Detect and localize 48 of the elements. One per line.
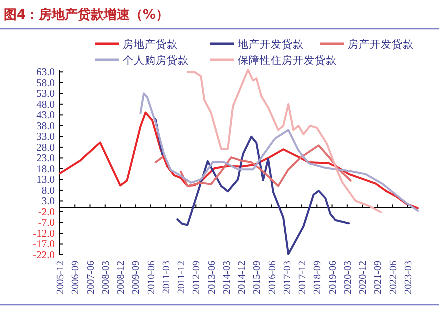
x-tick-label: 2011-03 [161,261,172,294]
x-tick-label: 2014-12 [237,261,248,294]
y-tick-label: 58.0 [36,78,55,90]
y-tick-label: 48.0 [36,100,55,111]
x-tick-label: 2014-03 [222,261,233,294]
x-tick-label: 2006-09 [70,261,82,294]
y-tick-label: 13.0 [36,175,55,186]
x-tick-label: 2008-12 [116,261,128,294]
x-tick-label: 2013-06 [206,261,218,294]
x-tick-label: 2021-09 [373,261,384,294]
chart-title: 图4：房地产贷款增速（%） [4,7,170,23]
legend-label: 地产开发贷款 [237,38,304,51]
x-tick-label: 2010-06 [146,261,158,294]
x-tick-label: 2020-12 [358,261,370,294]
y-tick-label: 43.0 [36,110,55,122]
y-tick-label: 8.0 [42,186,55,197]
y-tick-label: -7.0 [38,218,55,230]
x-tick-label: 2023-03 [403,261,414,294]
x-tick-label: 2005-12 [56,261,66,294]
x-tick-label: 2015-09 [252,261,264,294]
y-tick-label: -17.0 [33,240,55,251]
x-tick-label: 2007-06 [86,261,97,294]
y-tick-label: 28.0 [36,142,55,154]
x-tick-label: 2017-03 [282,261,294,294]
y-tick-label: 3.0 [42,196,55,208]
y-tick-label: -22.0 [33,250,55,262]
y-tick-label: 38.0 [36,121,55,132]
x-tick-label: 2011-12 [176,261,188,294]
x-tick-label: 2018-09 [312,261,324,294]
legend-label: 房地产贷款 [123,38,178,51]
x-tick-label: 2022-06 [388,261,400,294]
legend-label: 房产开发贷款 [348,38,414,51]
y-tick-label: -12.0 [33,228,55,240]
x-tick-label: 2009-09 [131,261,142,294]
y-tick-label: 53.0 [36,89,55,100]
x-tick-label: 2019-06 [328,261,339,294]
x-tick-label: 2016-06 [267,261,278,294]
y-tick-label: 33.0 [36,132,55,144]
legend-label: 个人购房贷款 [123,54,189,67]
y-tick-label: -2.0 [38,207,55,218]
x-tick-label: 2012-09 [192,261,203,294]
x-tick-label: 2017-12 [298,261,309,294]
y-tick-label: 63.0 [36,68,55,79]
y-tick-label: 18.0 [36,164,55,176]
y-tick-label: 23.0 [36,154,55,165]
legend-label: 保障性住房开发贷款 [238,54,337,67]
x-tick-label: 2008-03 [100,261,112,294]
x-tick-label: 2020-03 [342,261,354,294]
